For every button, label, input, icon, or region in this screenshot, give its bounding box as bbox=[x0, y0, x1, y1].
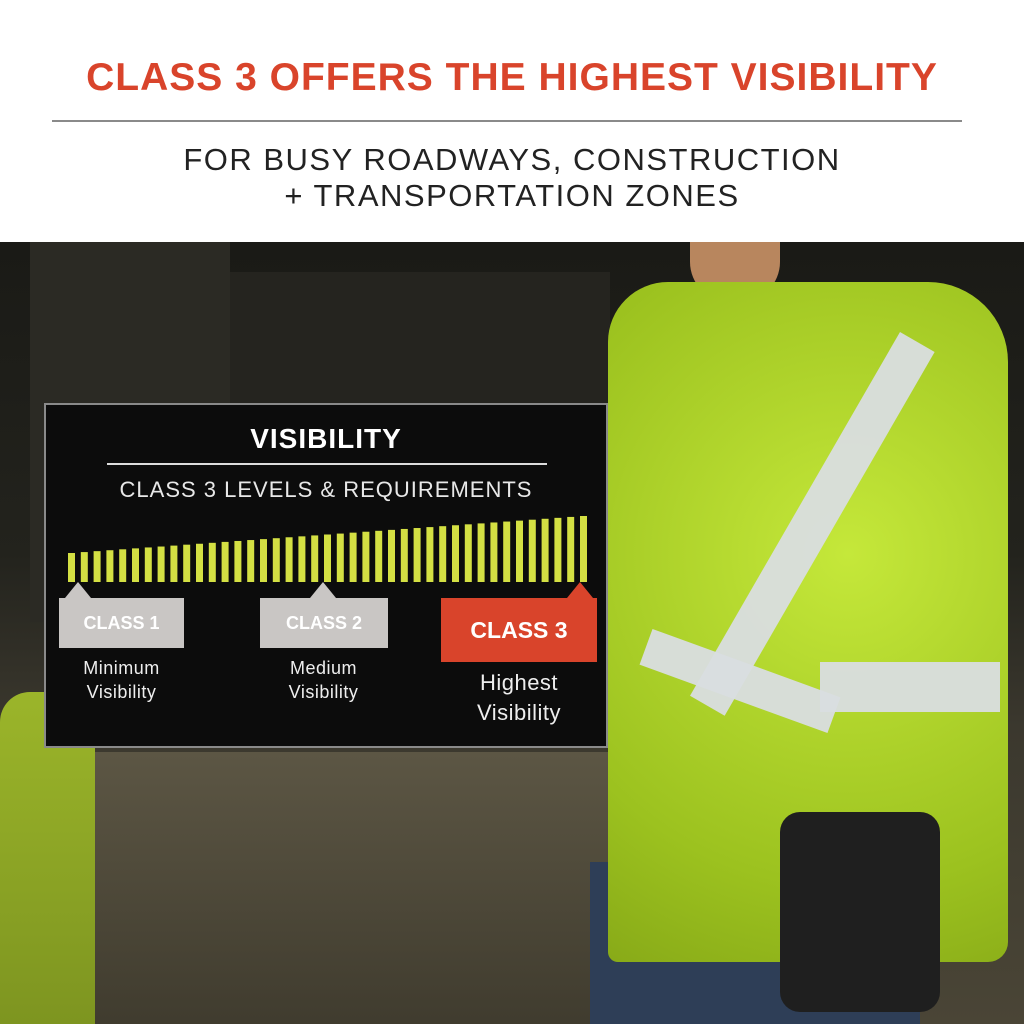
visibility-bars bbox=[68, 516, 587, 582]
headline: CLASS 3 OFFERS THE HIGHEST VISIBILITY bbox=[86, 56, 938, 99]
class-3-desc-line1: Highest bbox=[479, 670, 559, 695]
class-2-desc-line1: Medium bbox=[289, 658, 358, 678]
header-banner: CLASS 3 OFFERS THE HIGHEST VISIBILITY FO… bbox=[0, 0, 1024, 242]
visibility-bar bbox=[298, 536, 306, 582]
visibility-bar bbox=[516, 520, 523, 582]
visibility-bar bbox=[170, 545, 178, 582]
class-2-description: Medium Visibility bbox=[251, 656, 396, 704]
class-1-tag: CLASS 1 bbox=[59, 582, 184, 648]
product-photo bbox=[0, 242, 1024, 1024]
visibility-bar bbox=[490, 522, 498, 582]
visibility-bar bbox=[400, 528, 408, 582]
visibility-bar bbox=[362, 531, 370, 582]
visibility-bar bbox=[375, 530, 383, 582]
visibility-bar bbox=[234, 540, 242, 582]
class-3-description: Highest Visibility bbox=[431, 668, 607, 728]
divider bbox=[52, 120, 962, 122]
visibility-bar bbox=[247, 540, 255, 582]
visibility-bar bbox=[132, 548, 139, 582]
visibility-bar bbox=[144, 547, 152, 582]
visibility-bar bbox=[324, 534, 331, 582]
visibility-bar bbox=[426, 527, 434, 582]
class-1-desc-line2: Visibility bbox=[86, 682, 157, 702]
visibility-bar bbox=[439, 526, 447, 582]
concrete-barrier bbox=[0, 752, 700, 1024]
panel-title: VISIBILITY bbox=[250, 423, 402, 454]
visibility-bar bbox=[208, 542, 216, 582]
visibility-bar bbox=[311, 535, 319, 582]
class-3-desc-line2: Visibility bbox=[476, 700, 562, 725]
class-1-label: CLASS 1 bbox=[83, 613, 160, 633]
visibility-bar bbox=[554, 517, 562, 582]
visibility-bar bbox=[157, 546, 165, 582]
visibility-bar bbox=[183, 544, 191, 582]
visibility-bar bbox=[503, 521, 511, 582]
visibility-bar bbox=[260, 539, 267, 582]
visibility-bar bbox=[80, 552, 88, 582]
visibility-bar bbox=[452, 525, 459, 582]
subtitle-line-1: FOR BUSY ROADWAYS, CONSTRUCTION bbox=[183, 142, 841, 177]
visibility-bar bbox=[528, 519, 536, 582]
visibility-bar bbox=[221, 541, 229, 582]
visibility-bar bbox=[272, 538, 280, 582]
panel-subtitle: CLASS 3 LEVELS & REQUIREMENTS bbox=[119, 477, 533, 502]
class-1-desc-line1: Minimum bbox=[83, 658, 160, 678]
class-2-label: CLASS 2 bbox=[285, 613, 363, 633]
visibility-bar bbox=[413, 528, 421, 582]
visibility-panel: VISIBILITY CLASS 3 LEVELS & REQUIREMENTS… bbox=[44, 403, 608, 748]
visibility-bar bbox=[477, 523, 485, 582]
visibility-bar bbox=[119, 549, 127, 582]
visibility-bar bbox=[567, 516, 575, 582]
visibility-bar bbox=[68, 553, 75, 582]
visibility-bar bbox=[464, 524, 472, 582]
visibility-bar bbox=[93, 551, 101, 582]
reflective-stripe bbox=[820, 662, 1000, 712]
subtitle-line-2: + TRANSPORTATION ZONES bbox=[284, 178, 740, 213]
visibility-bar bbox=[106, 550, 114, 582]
class-1-description: Minimum Visibility bbox=[49, 656, 194, 704]
class-3-label: CLASS 3 bbox=[470, 617, 568, 643]
visibility-bar bbox=[388, 529, 395, 582]
class-2-tag: CLASS 2 bbox=[260, 582, 388, 648]
panel-divider bbox=[107, 463, 547, 465]
black-sleeve bbox=[780, 812, 940, 1012]
visibility-bar bbox=[541, 518, 549, 582]
class-2-desc-line2: Visibility bbox=[288, 682, 359, 702]
class-3-tag: CLASS 3 bbox=[441, 582, 597, 662]
visibility-bar bbox=[580, 516, 587, 582]
visibility-bar bbox=[285, 537, 293, 582]
visibility-bar bbox=[349, 532, 357, 582]
visibility-bar bbox=[336, 533, 344, 582]
visibility-bar bbox=[196, 543, 203, 582]
